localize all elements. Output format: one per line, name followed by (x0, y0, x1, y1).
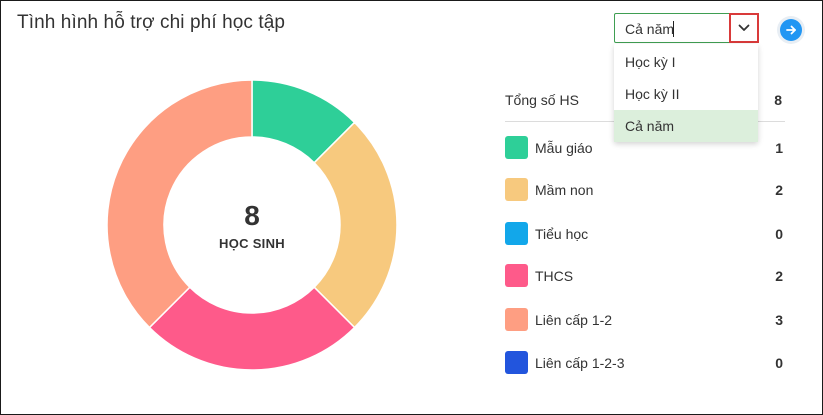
legend-value: 3 (775, 312, 783, 328)
chevron-down-icon (738, 24, 750, 31)
legend-swatch (505, 351, 528, 374)
legend-value: 2 (775, 268, 783, 284)
legend-swatch (505, 136, 528, 159)
arrow-right-icon (786, 25, 796, 35)
legend-value: 2 (775, 182, 783, 198)
legend-swatch (505, 308, 528, 331)
center-total-number: 8 (244, 200, 260, 231)
legend-item-mau-giao[interactable]: Mẫu giáo 1 (505, 136, 783, 160)
legend-item-lien-cap-1-2-3[interactable]: Liên cấp 1-2-3 0 (505, 351, 783, 375)
legend-label: Mầm non (535, 182, 594, 198)
legend-value: 0 (775, 355, 783, 371)
legend-value: 1 (775, 140, 783, 156)
legend-item-lien-cap-1-2[interactable]: Liên cấp 1-2 3 (505, 308, 783, 332)
total-students-value: 8 (774, 92, 782, 108)
legend-swatch (505, 178, 528, 201)
center-total-label: HỌC SINH (219, 236, 285, 251)
next-button[interactable] (777, 16, 805, 44)
donut-slice-4[interactable] (106, 79, 253, 329)
legend-label: Tiểu học (535, 226, 589, 242)
donut-slice-1[interactable] (313, 121, 398, 329)
legend-item-tieu-hoc[interactable]: Tiểu học 0 (505, 222, 783, 246)
legend-swatch (505, 222, 528, 245)
widget-title: Tình hình hỗ trợ chi phí học tập (17, 12, 286, 33)
donut-chart (106, 79, 398, 371)
legend-value: 0 (775, 226, 783, 242)
text-cursor (673, 21, 674, 37)
period-select-toggle[interactable] (729, 13, 759, 43)
period-select-value[interactable]: Cả năm (625, 21, 675, 37)
next-button-inner[interactable] (780, 19, 802, 41)
legend-label: Mẫu giáo (535, 140, 593, 156)
total-students-label: Tổng số HS (505, 92, 579, 108)
period-dropdown-menu: Học kỳ I Học kỳ II Cả năm (614, 44, 758, 142)
dropdown-option-ca-nam[interactable]: Cả năm (614, 110, 758, 142)
dropdown-option-hoc-ky-2[interactable]: Học kỳ II (625, 86, 680, 102)
dropdown-option-hoc-ky-1[interactable]: Học kỳ I (625, 54, 676, 70)
legend-label: Liên cấp 1-2 (535, 312, 613, 328)
legend-swatch (505, 264, 528, 287)
legend-item-thcs[interactable]: THCS 2 (505, 264, 783, 288)
legend-label: THCS (535, 268, 574, 284)
legend-item-mam-non[interactable]: Mầm non 2 (505, 178, 783, 202)
donut-slice-3[interactable] (148, 286, 356, 371)
legend-label: Liên cấp 1-2-3 (535, 355, 625, 371)
